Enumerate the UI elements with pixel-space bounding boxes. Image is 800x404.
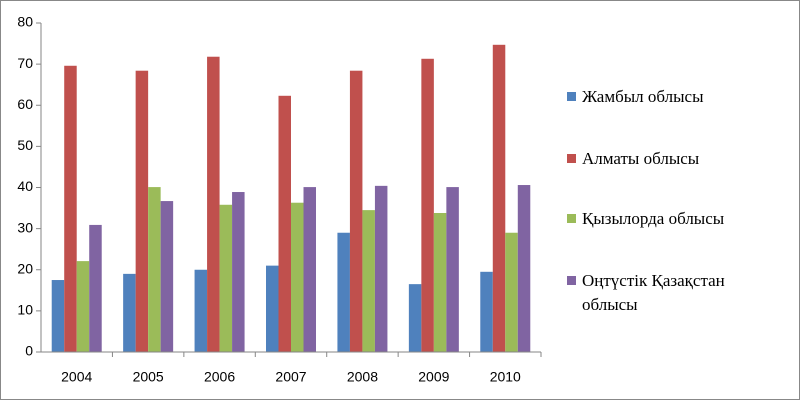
legend-item: Алматы облысы [567,147,782,171]
legend-item: Жамбыл облысы [567,85,782,109]
bar [446,187,459,352]
bar [492,44,506,352]
legend-swatch [567,214,576,223]
bar [76,261,90,352]
legend-item: Оңтүстік Қазақстан облысы [567,269,782,317]
bar [135,70,149,352]
legend-item: Қызылорда облысы [567,207,782,231]
y-tick-label: 20 [17,260,33,276]
legend-swatch [567,276,576,285]
bar [51,280,65,352]
x-tick-label: 2009 [418,369,449,385]
bar [433,212,447,352]
y-tick-label: 40 [17,178,33,194]
bar [123,273,136,352]
bar [421,58,434,353]
legend-swatch [567,92,576,101]
bar [148,187,161,352]
bar [408,284,422,352]
bar [349,70,363,352]
bar [266,265,279,352]
bar [480,271,493,352]
y-tick-label: 80 [17,14,33,30]
bar [291,202,304,352]
bar [505,232,518,352]
legend-swatch [567,154,576,163]
bar [278,95,291,352]
x-tick-label: 2004 [61,369,92,385]
bar [160,201,174,352]
legend-label: Жамбыл облысы [582,87,704,106]
y-tick-label: 30 [17,219,33,235]
x-tick-label: 2008 [347,369,378,385]
legend-label: Қызылорда облысы [582,209,725,228]
bar [219,204,233,352]
y-tick-label: 60 [17,96,33,112]
y-tick-label: 0 [25,343,33,359]
bar [232,192,245,352]
legend-label: Алматы облысы [582,149,700,168]
bar [362,210,375,352]
y-tick-label: 10 [17,302,33,318]
y-tick-label: 70 [17,55,33,71]
legend-label: Оңтүстік Қазақстан облысы [582,271,725,314]
bar [303,187,316,352]
x-tick-label: 2010 [490,369,521,385]
x-tick-label: 2006 [204,369,235,385]
y-tick-label: 50 [17,137,33,153]
bar [374,185,388,352]
x-tick-label: 2007 [275,369,306,385]
bar [517,185,531,352]
bar [207,56,220,352]
chart: 0 10 20 30 40 50 60 70 80 2004 2005 2006 2007 2008 200… [17,14,542,385]
bar [337,232,350,352]
x-tick-label: 2005 [133,369,164,385]
bar [89,224,102,352]
bar [64,65,77,353]
bar [194,269,208,352]
